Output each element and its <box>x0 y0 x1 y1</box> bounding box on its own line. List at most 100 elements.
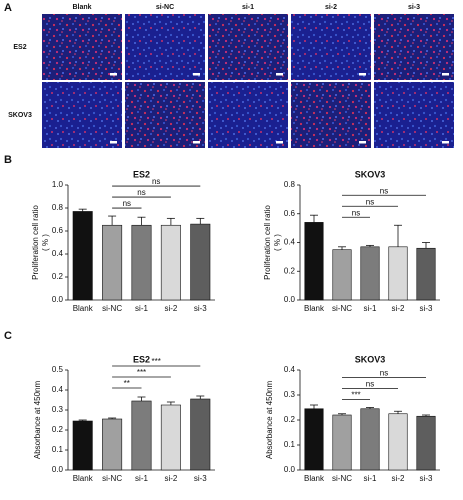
x-tick-label: si-2 <box>164 474 177 483</box>
significance-label: *** <box>137 368 146 377</box>
x-tick-label: si-1 <box>135 474 148 483</box>
x-tick-label: si-3 <box>420 474 433 483</box>
x-tick-label: si-NC <box>332 474 352 483</box>
bar <box>360 408 380 471</box>
micrograph <box>208 14 288 80</box>
micrograph <box>291 82 371 148</box>
y-tick-label: 0.4 <box>284 365 296 374</box>
y-tick-label: 0.6 <box>52 226 64 235</box>
chart-title: ES2 <box>133 169 150 179</box>
y-tick-label: 0.2 <box>52 272 64 281</box>
micrograph <box>125 82 205 148</box>
y-tick-label: 0.2 <box>52 425 64 434</box>
y-tick-label: 0.4 <box>284 238 296 247</box>
y-tick-label: 0.8 <box>52 203 64 212</box>
significance-label: ns <box>152 177 160 186</box>
bar <box>102 224 123 301</box>
y-tick-label: 0.3 <box>284 390 296 399</box>
y-tick-label: 0.6 <box>284 209 296 218</box>
x-tick-label: si-1 <box>364 474 377 483</box>
significance-label: ns <box>352 208 360 217</box>
y-axis-unit: ( % ) <box>273 234 282 251</box>
bar <box>332 249 352 301</box>
scale-bar <box>193 73 200 76</box>
scale-bar <box>110 141 117 144</box>
y-axis-label: Proliferation cell ratio <box>31 205 40 280</box>
bar <box>160 224 181 301</box>
x-tick-label: si-2 <box>164 304 177 313</box>
x-tick-label: si-1 <box>364 304 377 313</box>
x-tick-label: si-2 <box>392 304 405 313</box>
column-header: si-2 <box>325 4 337 11</box>
y-tick-label: 1.0 <box>52 180 64 189</box>
y-axis-label: Absorbance at 450nm <box>33 381 42 460</box>
scale-bar <box>193 141 200 144</box>
bar <box>72 420 93 471</box>
x-tick-label: Blank <box>73 304 94 313</box>
y-tick-label: 0.0 <box>52 465 64 474</box>
x-tick-label: si-NC <box>102 474 122 483</box>
y-axis-unit: ( % ) <box>41 234 50 251</box>
micrograph <box>374 82 454 148</box>
bar <box>332 414 352 471</box>
y-tick-label: 0.4 <box>52 249 64 258</box>
x-tick-label: Blank <box>304 474 325 483</box>
row-label: ES2 <box>13 44 26 51</box>
y-tick-label: 0.4 <box>52 385 64 394</box>
bar <box>416 247 436 301</box>
y-tick-label: 0.1 <box>284 440 296 449</box>
significance-label: ns <box>366 197 374 206</box>
column-header: si-1 <box>242 4 254 11</box>
bar <box>190 398 211 471</box>
panel-label: C <box>4 330 12 342</box>
bar <box>304 408 324 471</box>
micrograph <box>208 82 288 148</box>
bar <box>102 418 123 471</box>
micrograph <box>374 14 454 80</box>
micrograph <box>42 14 122 80</box>
scale-bar <box>359 141 366 144</box>
scale-bar <box>359 73 366 76</box>
bar <box>304 222 324 301</box>
bar <box>388 413 408 471</box>
significance-label: ns <box>366 380 374 389</box>
x-tick-label: si-NC <box>332 304 352 313</box>
x-tick-label: si-1 <box>135 304 148 313</box>
micrograph <box>42 82 122 148</box>
column-header: si-3 <box>408 4 420 11</box>
panel-label: B <box>4 154 12 166</box>
panel-label: A <box>4 2 12 14</box>
significance-label: ns <box>137 188 145 197</box>
bar <box>72 211 93 301</box>
significance-label: ns <box>123 199 131 208</box>
column-header: Blank <box>72 4 91 11</box>
bar <box>388 246 408 301</box>
y-tick-label: 0.0 <box>52 295 64 304</box>
x-tick-label: si-NC <box>102 304 122 313</box>
micrograph <box>291 14 371 80</box>
x-tick-label: Blank <box>304 304 325 313</box>
bar <box>160 404 181 471</box>
y-tick-label: 0.2 <box>284 266 296 275</box>
bar <box>131 400 152 471</box>
column-header: si-NC <box>156 4 174 11</box>
bar <box>360 246 380 301</box>
x-tick-label: Blank <box>73 474 94 483</box>
scale-bar <box>442 73 449 76</box>
x-tick-label: si-2 <box>392 474 405 483</box>
chart-title: SKOV3 <box>355 354 386 364</box>
x-tick-label: si-3 <box>194 304 207 313</box>
bar <box>131 224 152 301</box>
row-label: SKOV3 <box>8 112 32 119</box>
y-tick-label: 0.0 <box>284 465 296 474</box>
x-tick-label: si-3 <box>420 304 433 313</box>
y-axis-label: Absorbance at 450nm <box>265 381 274 460</box>
scale-bar <box>442 141 449 144</box>
y-tick-label: 0.0 <box>284 295 296 304</box>
y-tick-label: 0.8 <box>284 180 296 189</box>
scale-bar <box>276 141 283 144</box>
bar <box>190 223 211 301</box>
bar <box>416 415 436 471</box>
significance-label: ns <box>380 186 388 195</box>
